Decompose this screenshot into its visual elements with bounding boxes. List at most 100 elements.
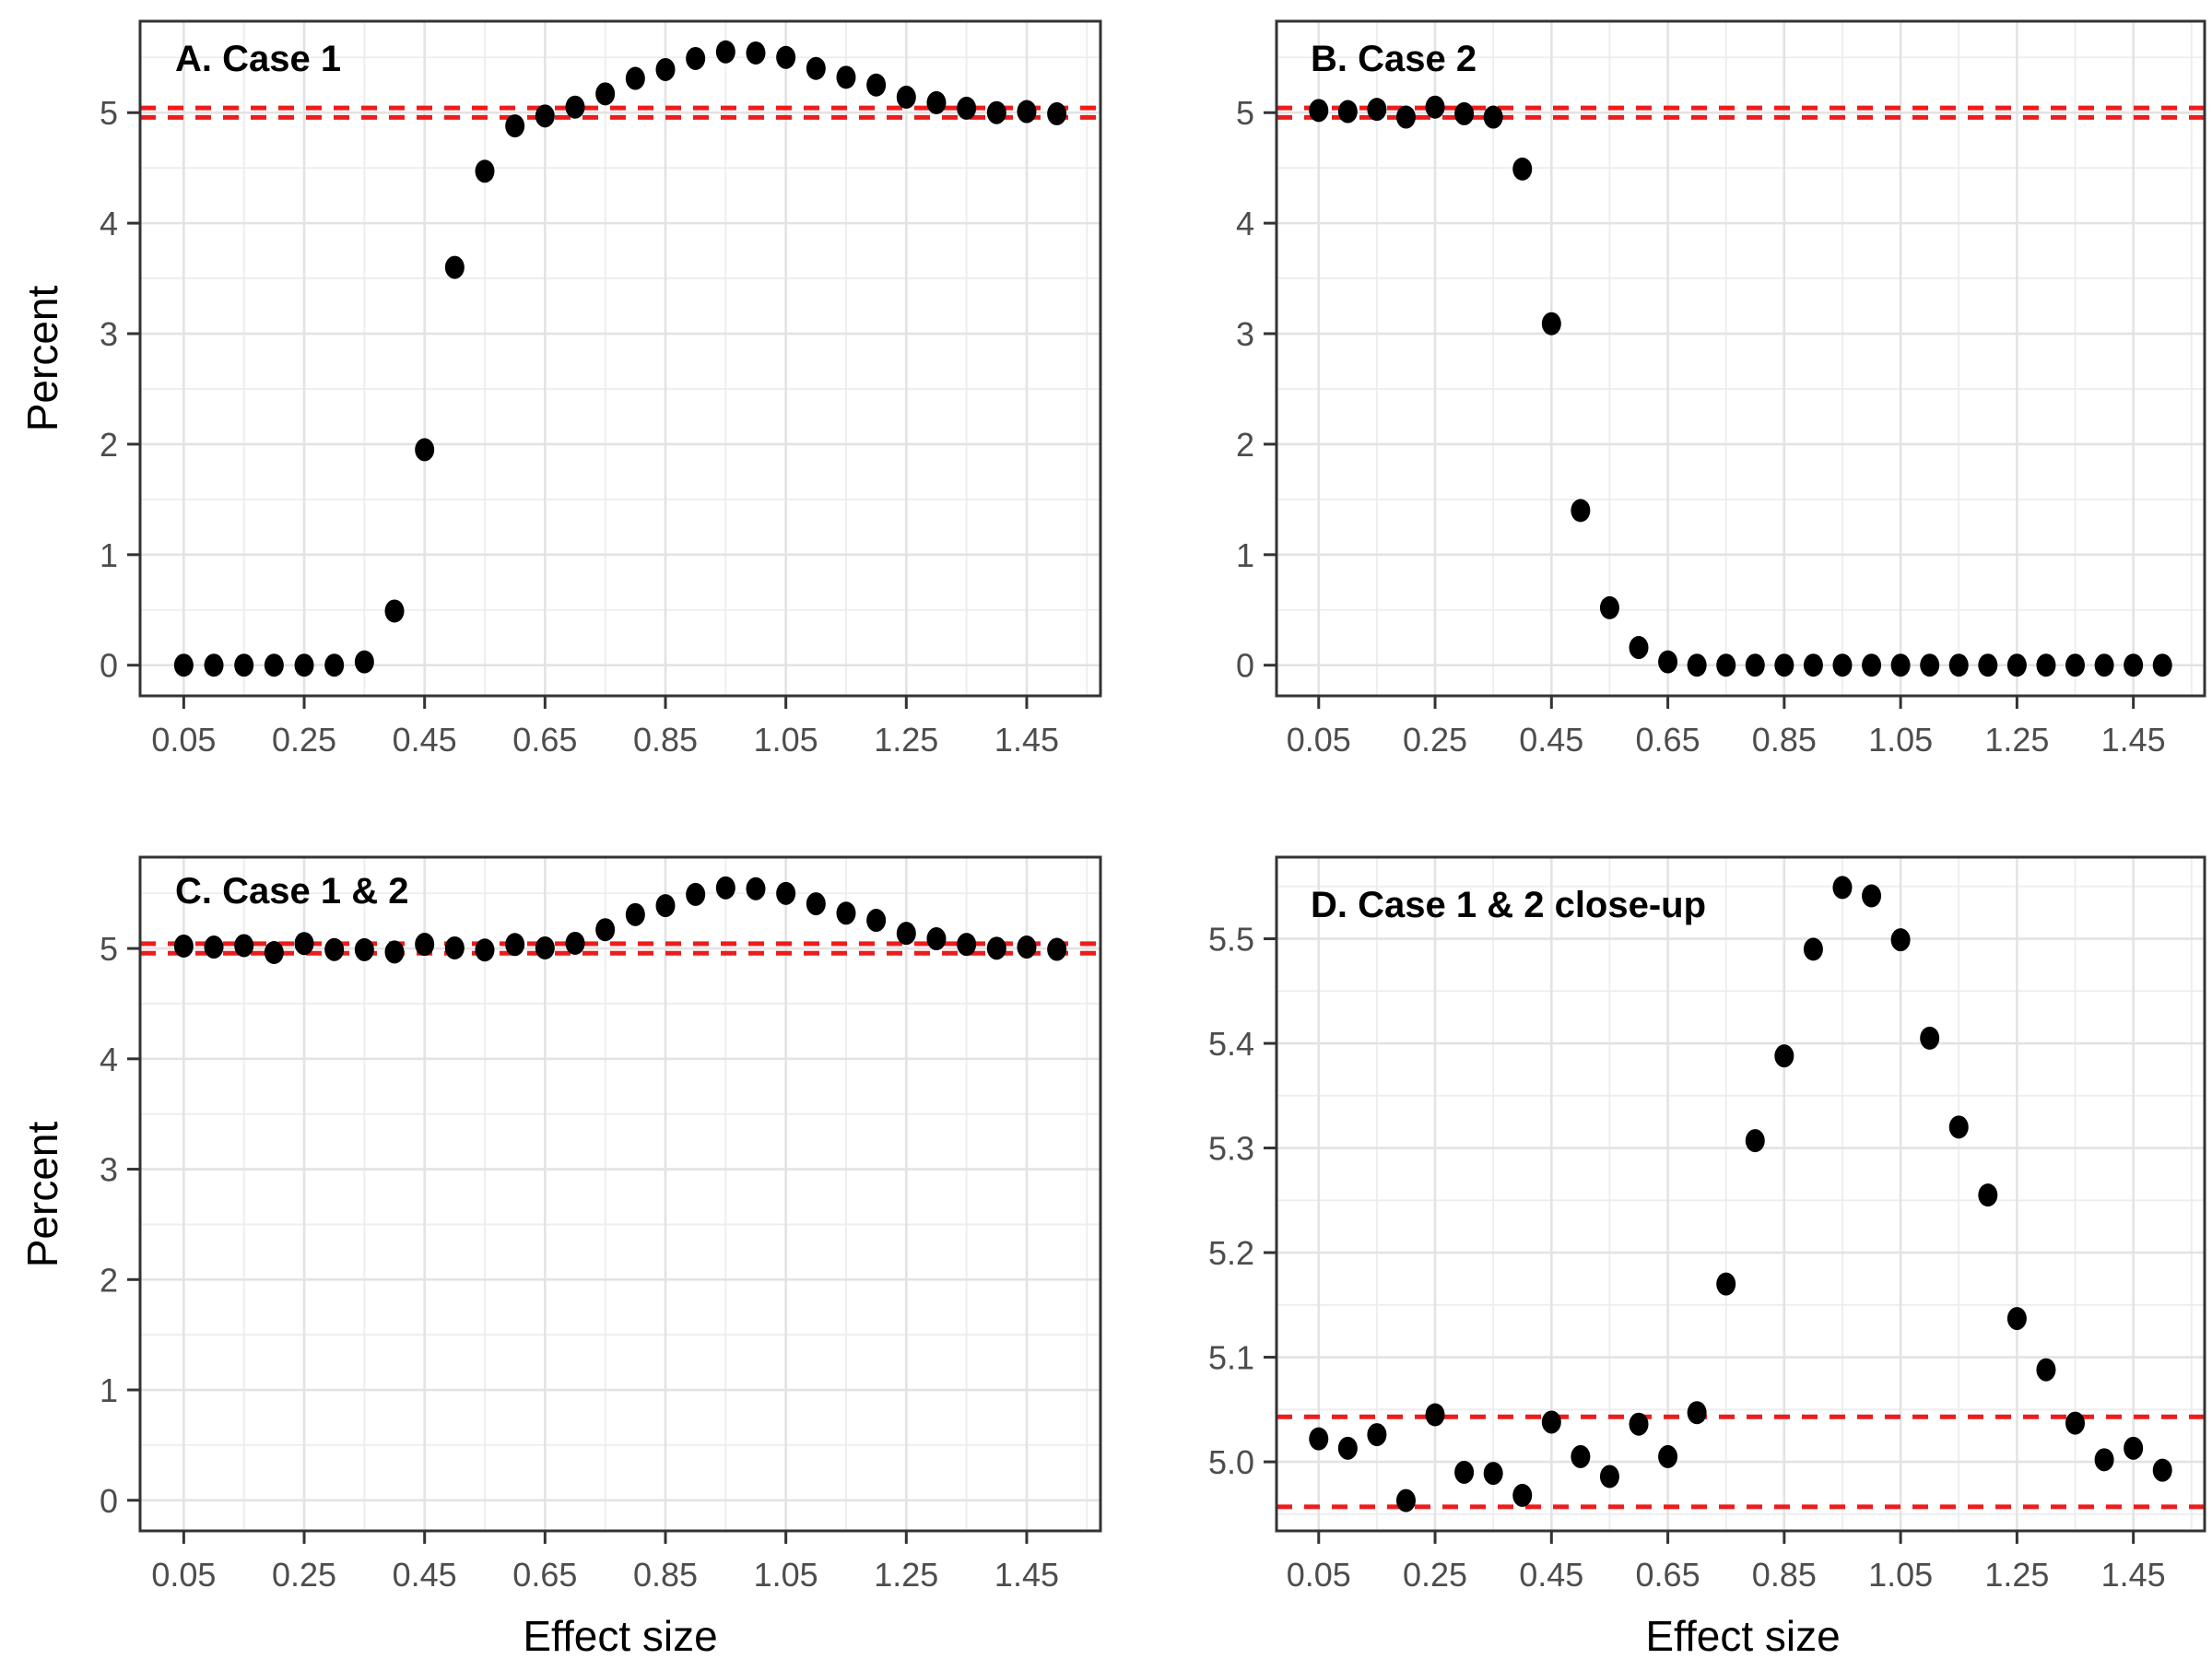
data-point xyxy=(836,65,856,89)
x-tick-label: 1.05 xyxy=(1868,1556,1933,1594)
data-point xyxy=(1745,1129,1765,1153)
x-tick-label: 1.45 xyxy=(994,1556,1059,1594)
y-tick-label: 0 xyxy=(100,647,118,685)
data-point xyxy=(234,934,254,958)
data-point xyxy=(1832,653,1853,677)
data-point xyxy=(1978,1183,1998,1207)
data-point xyxy=(1541,1410,1561,1434)
data-point xyxy=(2124,1436,2144,1460)
panel-background xyxy=(1277,857,2205,1531)
y-tick-label: 2 xyxy=(100,426,118,464)
x-tick-label: 0.65 xyxy=(1636,721,1700,759)
data-point xyxy=(746,41,766,65)
data-point xyxy=(1920,1026,1940,1050)
data-point xyxy=(896,922,916,946)
data-point xyxy=(324,937,345,961)
y-tick-label: 5.4 xyxy=(1208,1025,1254,1063)
y-tick-label: 1 xyxy=(1236,536,1254,574)
data-point xyxy=(1337,100,1358,124)
data-point xyxy=(1425,1403,1445,1427)
data-point xyxy=(1454,1460,1475,1484)
data-point xyxy=(475,159,495,183)
data-point xyxy=(1483,1462,1503,1486)
y-tick-label: 4 xyxy=(100,1041,118,1078)
data-point xyxy=(1948,653,1969,677)
data-point xyxy=(234,653,254,677)
data-point xyxy=(926,927,947,951)
panel-border xyxy=(1275,19,2206,698)
data-point xyxy=(746,877,766,900)
data-point xyxy=(444,255,465,279)
data-point xyxy=(957,96,977,120)
data-point xyxy=(1774,653,1794,677)
data-point xyxy=(1658,650,1678,674)
panel-d-plot: 0.05 0.25 0.45 0.65 0.85 1.05 1.25 1.45 5.0 5.1 5.… xyxy=(1208,855,2206,1594)
x-tick-label: 0.25 xyxy=(272,1556,336,1594)
data-point xyxy=(1832,876,1853,900)
x-tick-label: 0.85 xyxy=(633,721,698,759)
data-point xyxy=(1687,653,1707,677)
data-point xyxy=(1047,101,1067,125)
x-tick-label: 1.05 xyxy=(1868,721,1933,759)
data-point xyxy=(1948,1115,1969,1139)
panel-b-plot: 0.05 0.25 0.45 0.65 0.85 1.05 1.25 1.45 0 1 2 3 4 5 xyxy=(1236,19,2206,759)
data-point xyxy=(264,941,284,965)
y-tick-label: 1 xyxy=(100,536,118,574)
panel-d-title: D. Case 1 & 2 close-up xyxy=(1311,885,1707,925)
panel-border xyxy=(138,855,1102,1533)
data-point xyxy=(354,650,374,674)
y-tick-label: 3 xyxy=(100,315,118,353)
data-point xyxy=(1862,653,1882,677)
data-point xyxy=(1629,636,1649,660)
data-point xyxy=(264,653,284,677)
data-point xyxy=(1337,1436,1358,1460)
panel-border xyxy=(1275,855,2206,1533)
data-point xyxy=(625,66,645,90)
data-point xyxy=(655,57,676,81)
data-point xyxy=(415,438,435,462)
x-tick-label: 0.45 xyxy=(393,721,457,759)
data-point xyxy=(1803,937,1823,961)
data-point xyxy=(595,82,616,106)
data-point xyxy=(2036,1358,2056,1382)
x-axis-title-right: Effect size xyxy=(1645,1612,1841,1659)
data-point xyxy=(444,935,465,959)
data-point xyxy=(1629,1412,1649,1436)
y-tick-label: 3 xyxy=(100,1151,118,1189)
data-point xyxy=(1512,1483,1533,1507)
x-tick-label: 0.45 xyxy=(1519,721,1583,759)
data-point xyxy=(565,95,585,119)
data-point xyxy=(1890,928,1911,952)
x-tick-label: 0.25 xyxy=(1403,721,1467,759)
data-point xyxy=(1017,100,1037,124)
data-point xyxy=(1571,499,1591,523)
data-point xyxy=(1599,1465,1619,1488)
data-point xyxy=(625,902,645,926)
data-point xyxy=(1920,653,1940,677)
panel-background xyxy=(140,21,1100,696)
data-point xyxy=(294,932,314,956)
x-axis-title-left: Effect size xyxy=(523,1612,718,1659)
x-tick-label: 0.05 xyxy=(151,721,216,759)
data-point xyxy=(957,933,977,957)
data-point xyxy=(2152,653,2172,677)
data-point xyxy=(565,931,585,955)
x-tick-label: 0.45 xyxy=(393,1556,457,1594)
y-tick-label: 5.3 xyxy=(1208,1130,1254,1168)
y-tick-label: 4 xyxy=(100,205,118,242)
x-tick-label: 0.65 xyxy=(512,1556,577,1594)
x-tick-label: 0.05 xyxy=(1287,1556,1351,1594)
data-point xyxy=(384,599,405,623)
x-tick-label: 0.85 xyxy=(1752,721,1817,759)
data-point xyxy=(1599,595,1619,619)
x-tick-label: 1.25 xyxy=(1984,1556,2049,1594)
data-point xyxy=(896,85,916,109)
data-point xyxy=(866,73,887,97)
data-point xyxy=(1890,653,1911,677)
y-axis-title-row1: Percent xyxy=(18,285,66,432)
y-tick-label: 5.1 xyxy=(1208,1339,1254,1377)
data-point xyxy=(2006,1307,2027,1331)
data-point xyxy=(505,114,525,138)
y-tick-label: 3 xyxy=(1236,315,1254,353)
data-point xyxy=(2065,653,2086,677)
